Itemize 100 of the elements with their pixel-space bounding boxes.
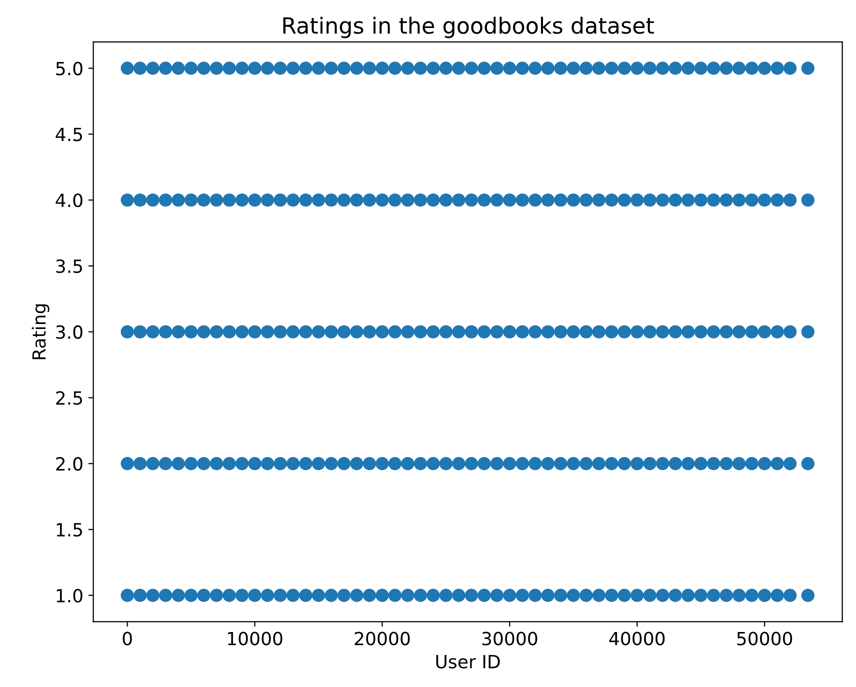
point — [478, 588, 491, 602]
point — [745, 193, 758, 207]
point — [758, 457, 772, 470]
point — [630, 588, 644, 602]
point — [554, 325, 568, 338]
point — [580, 325, 593, 338]
point — [146, 325, 160, 338]
point — [758, 193, 772, 207]
point — [197, 588, 210, 602]
point — [376, 457, 389, 470]
point — [706, 325, 720, 338]
point — [554, 588, 568, 602]
point — [478, 193, 491, 207]
point — [643, 457, 656, 470]
point — [745, 588, 758, 602]
point — [682, 193, 695, 207]
point — [235, 62, 249, 75]
point — [222, 62, 236, 75]
point — [210, 325, 224, 338]
point — [464, 588, 478, 602]
point — [732, 62, 746, 75]
point — [720, 193, 733, 207]
point — [299, 325, 312, 338]
point — [286, 457, 300, 470]
point — [158, 325, 172, 338]
point — [184, 193, 198, 207]
point — [388, 457, 402, 470]
point — [222, 193, 236, 207]
point — [260, 193, 274, 207]
point — [656, 325, 670, 338]
point — [770, 62, 784, 75]
point — [516, 62, 530, 75]
point — [541, 193, 554, 207]
point — [770, 457, 784, 470]
point — [656, 62, 670, 75]
point — [464, 457, 478, 470]
point — [210, 588, 224, 602]
point — [770, 588, 784, 602]
point — [694, 62, 708, 75]
point — [388, 325, 402, 338]
point — [439, 193, 453, 207]
point — [605, 325, 618, 338]
point — [362, 325, 376, 338]
point — [337, 588, 351, 602]
point — [120, 62, 134, 75]
point — [172, 457, 185, 470]
point — [184, 62, 198, 75]
point — [120, 193, 134, 207]
y-tick-label: 4.5 — [56, 128, 82, 142]
point — [312, 325, 326, 338]
point — [745, 62, 758, 75]
point — [745, 457, 758, 470]
point — [452, 588, 466, 602]
point — [541, 62, 554, 75]
point — [248, 457, 262, 470]
point — [337, 457, 351, 470]
point — [439, 457, 453, 470]
point — [452, 325, 466, 338]
point — [605, 457, 618, 470]
point — [324, 588, 338, 602]
point — [362, 588, 376, 602]
point — [605, 193, 618, 207]
point — [490, 325, 504, 338]
x-tick-label: 30000 — [482, 632, 538, 646]
point — [516, 457, 530, 470]
point — [376, 588, 389, 602]
point — [274, 457, 287, 470]
x-tick-label: 50000 — [737, 632, 792, 646]
x-axis-title: User ID — [436, 655, 500, 668]
point — [388, 193, 402, 207]
point — [694, 457, 708, 470]
point — [554, 62, 568, 75]
point — [783, 588, 797, 602]
point — [210, 457, 224, 470]
point — [694, 193, 708, 207]
x-tick-label: 10000 — [228, 632, 282, 646]
point — [580, 588, 593, 602]
point — [120, 325, 134, 338]
point — [133, 62, 147, 75]
point — [248, 588, 262, 602]
y-tick-label: 1.5 — [56, 523, 82, 537]
point — [541, 588, 554, 602]
point — [197, 457, 210, 470]
point — [299, 588, 312, 602]
point — [426, 325, 440, 338]
point — [770, 193, 784, 207]
point — [580, 62, 593, 75]
point — [478, 325, 491, 338]
point — [706, 62, 720, 75]
point — [376, 193, 389, 207]
point — [197, 325, 210, 338]
point — [350, 588, 364, 602]
point — [158, 588, 172, 602]
point — [235, 193, 249, 207]
point — [274, 193, 287, 207]
point — [464, 193, 478, 207]
point — [566, 62, 580, 75]
point — [783, 193, 797, 207]
point — [376, 325, 389, 338]
point — [337, 325, 351, 338]
